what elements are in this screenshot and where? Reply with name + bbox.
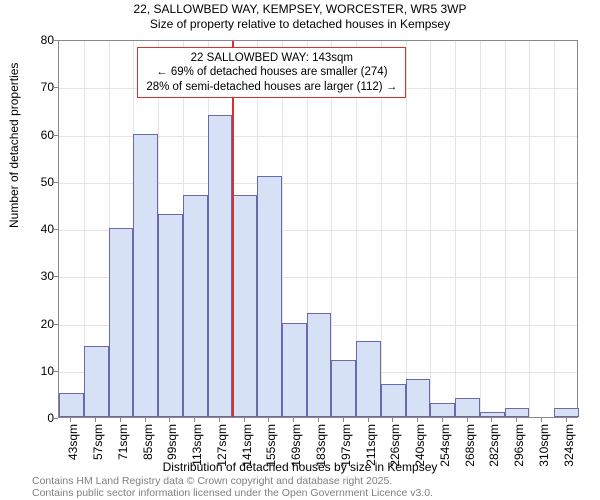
histogram-bar: [109, 228, 134, 417]
histogram-bar: [59, 393, 84, 417]
histogram-bar: [282, 323, 307, 418]
y-tick-label: 50: [24, 175, 54, 189]
histogram-bar: [480, 412, 505, 417]
histogram-bar: [307, 313, 332, 417]
y-tick-label: 20: [24, 317, 54, 331]
footer-line-1: Contains HM Land Registry data © Crown c…: [32, 475, 584, 487]
histogram-bar: [406, 379, 431, 417]
histogram-bar: [232, 195, 257, 417]
y-tick-label: 10: [24, 364, 54, 378]
chart-title: 22, SALLOWBED WAY, KEMPSEY, WORCESTER, W…: [0, 2, 600, 32]
histogram-bar: [158, 214, 183, 417]
histogram-bar: [356, 341, 381, 417]
annotation-line-2: ← 69% of detached houses are smaller (27…: [146, 65, 397, 79]
y-tick-label: 0: [24, 411, 54, 425]
annotation-line-3: 28% of semi-detached houses are larger (…: [146, 80, 397, 94]
y-tick-label: 30: [24, 269, 54, 283]
y-tick-label: 80: [24, 33, 54, 47]
y-tick-label: 40: [24, 222, 54, 236]
histogram-bar: [331, 360, 356, 417]
y-tick-label: 70: [24, 80, 54, 94]
histogram-bar: [133, 134, 158, 418]
histogram-bar: [455, 398, 480, 417]
y-tick-label: 60: [24, 128, 54, 142]
annotation-box: 22 SALLOWBED WAY: 143sqm ← 69% of detach…: [137, 47, 406, 98]
chart-area: 22 SALLOWBED WAY: 143sqm ← 69% of detach…: [58, 40, 578, 418]
footer-line-2: Contains public sector information licen…: [32, 487, 584, 499]
histogram-bar: [257, 176, 282, 417]
histogram-bar: [505, 408, 530, 417]
histogram-bar: [430, 403, 455, 417]
histogram-bar: [84, 346, 109, 417]
x-axis-label: Distribution of detached houses by size …: [0, 460, 600, 474]
y-axis-label: Number of detached properties: [7, 63, 21, 228]
histogram-bar: [554, 408, 579, 417]
histogram-bar: [183, 195, 208, 417]
title-line-1: 22, SALLOWBED WAY, KEMPSEY, WORCESTER, W…: [0, 2, 600, 17]
histogram-bar: [381, 384, 406, 417]
histogram-bar: [208, 115, 233, 417]
title-line-2: Size of property relative to detached ho…: [0, 17, 600, 32]
footer: Contains HM Land Registry data © Crown c…: [32, 475, 584, 499]
annotation-line-1: 22 SALLOWBED WAY: 143sqm: [146, 51, 397, 65]
